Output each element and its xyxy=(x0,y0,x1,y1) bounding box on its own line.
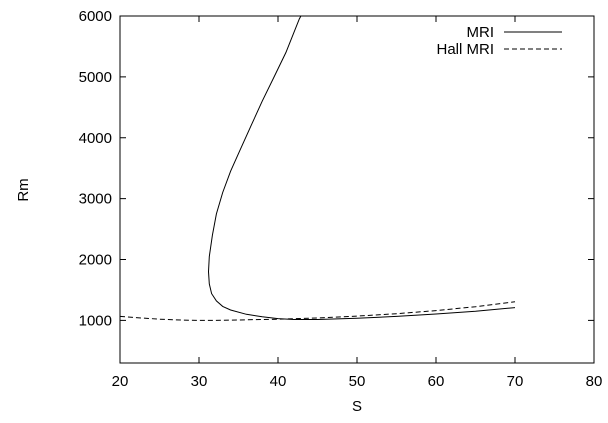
x-tick-label: 30 xyxy=(191,373,208,390)
y-tick-label: 4000 xyxy=(79,130,112,147)
x-axis-label: S xyxy=(352,398,362,415)
y-tick-label: 6000 xyxy=(79,8,112,25)
y-tick-label: 5000 xyxy=(79,69,112,86)
y-axis-label: Rm xyxy=(15,178,32,201)
series-line-hall-mri xyxy=(119,301,516,321)
y-tick-label: 1000 xyxy=(79,312,112,329)
x-tick-label: 20 xyxy=(112,373,129,390)
plot-frame xyxy=(119,15,595,364)
series-line-mri xyxy=(207,15,516,320)
y-axis-ticks: 1000 2000 3000 4000 5000 6000 xyxy=(79,8,594,329)
x-tick-label: 50 xyxy=(349,373,366,390)
series-lines xyxy=(119,15,516,321)
x-axis-ticks: 20 30 40 50 60 70 80 xyxy=(112,16,603,390)
x-tick-label: 80 xyxy=(586,373,603,390)
legend-label-hall-mri: Hall MRI xyxy=(436,41,494,58)
y-tick-label: 3000 xyxy=(79,191,112,208)
legend-label-mri: MRI xyxy=(467,24,495,41)
y-tick-label: 2000 xyxy=(79,252,112,269)
x-tick-label: 40 xyxy=(270,373,287,390)
x-tick-label: 70 xyxy=(507,373,524,390)
x-tick-label: 60 xyxy=(428,373,445,390)
